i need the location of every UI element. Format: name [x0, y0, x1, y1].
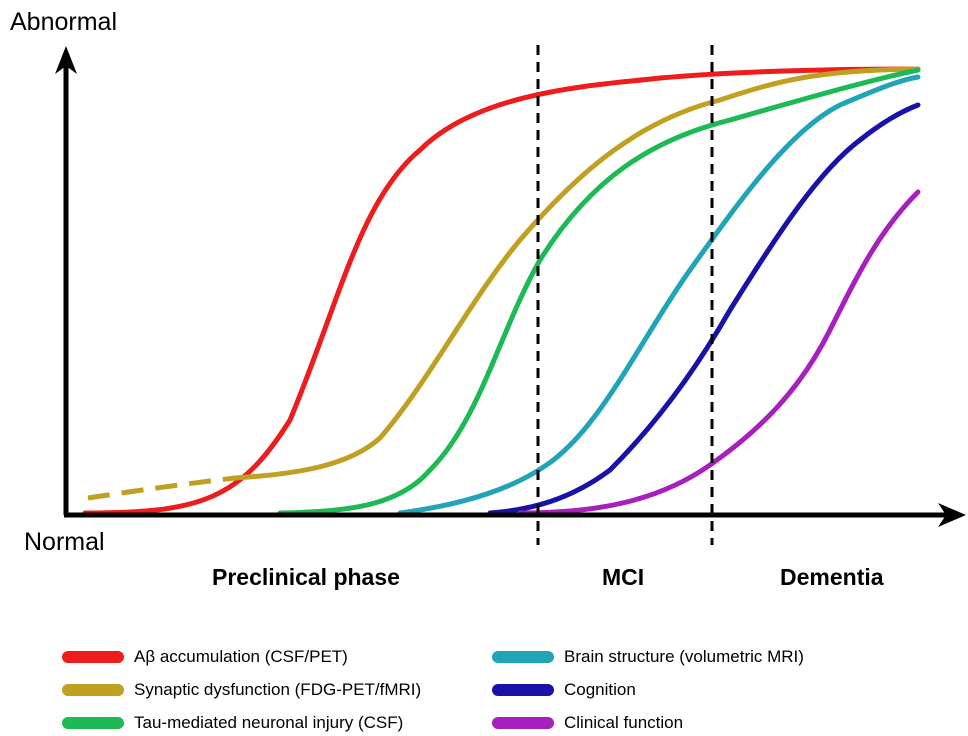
curve-clinical-function — [517, 189, 921, 516]
legend-label: Synaptic dysfunction (FDG-PET/fMRI) — [134, 680, 422, 699]
y-axis-bottom-label: Normal — [24, 528, 105, 556]
legend-swatch — [492, 717, 554, 729]
legend-label: Aβ accumulation (CSF/PET) — [134, 647, 348, 666]
legend-item-synaptic: Synaptic dysfunction (FDG-PET/fMRI) — [62, 677, 421, 703]
curve-brain-structure — [397, 74, 921, 516]
legend-item-clinical-function: Clinical function — [492, 710, 683, 736]
legend-swatch — [62, 717, 124, 729]
legend-swatch — [62, 684, 124, 696]
y-axis-arrow-icon — [55, 46, 77, 74]
curve-synaptic-dashed — [87, 475, 236, 501]
legend-label: Brain structure (volumetric MRI) — [564, 647, 804, 666]
legend-label: Cognition — [564, 680, 636, 699]
curve-cognition — [487, 102, 921, 516]
legend-item-abeta: Aβ accumulation (CSF/PET) — [62, 644, 348, 670]
legend-swatch — [492, 684, 554, 696]
curve-tau — [277, 67, 921, 516]
phase-label-preclinical: Preclinical phase — [212, 564, 400, 590]
phase-label-mci: MCI — [602, 564, 645, 590]
x-axis-arrow-icon — [938, 503, 966, 527]
legend-item-cognition: Cognition — [492, 677, 636, 703]
legend-swatch — [62, 651, 124, 663]
phase-label-dementia: Dementia — [780, 564, 884, 590]
curve-abeta — [82, 66, 921, 516]
legend-item-brain-structure: Brain structure (volumetric MRI) — [492, 644, 804, 670]
legend-label: Tau-mediated neuronal injury (CSF) — [134, 713, 404, 732]
legend-swatch — [492, 651, 554, 663]
curve-synaptic — [232, 66, 921, 481]
legend-item-tau: Tau-mediated neuronal injury (CSF) — [62, 710, 403, 736]
legend-label: Clinical function — [564, 713, 684, 732]
y-axis-top-label: Abnormal — [10, 8, 117, 36]
